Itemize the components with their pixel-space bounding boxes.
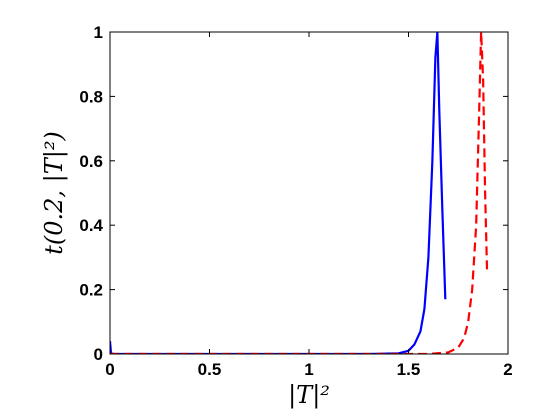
plot-area	[110, 32, 508, 354]
y-tick-label: 0	[94, 345, 103, 364]
y-axis-label: t(0.2, |T|²)	[40, 131, 69, 255]
x-tick-label: 1.5	[397, 360, 421, 379]
series-layer	[110, 32, 489, 354]
x-axis-label: |T|²	[288, 381, 330, 410]
ticks-layer: 0 0.5 1 1.5 2 0 0.2 0.4 0.6 0.8 1	[79, 23, 512, 379]
y-tick-label: 0.2	[79, 281, 103, 300]
y-tick-label: 0.4	[79, 216, 103, 235]
y-tick-label: 1	[94, 23, 103, 42]
x-tick-label: 0	[105, 360, 114, 379]
x-tick-label: 1	[304, 360, 313, 379]
y-tick-label: 0.6	[79, 152, 103, 171]
x-tick-label: 0.5	[198, 360, 222, 379]
y-tick-label: 0.8	[79, 87, 103, 106]
series-line-2	[110, 32, 489, 354]
series-line-1	[110, 32, 447, 354]
x-tick-label: 2	[503, 360, 512, 379]
